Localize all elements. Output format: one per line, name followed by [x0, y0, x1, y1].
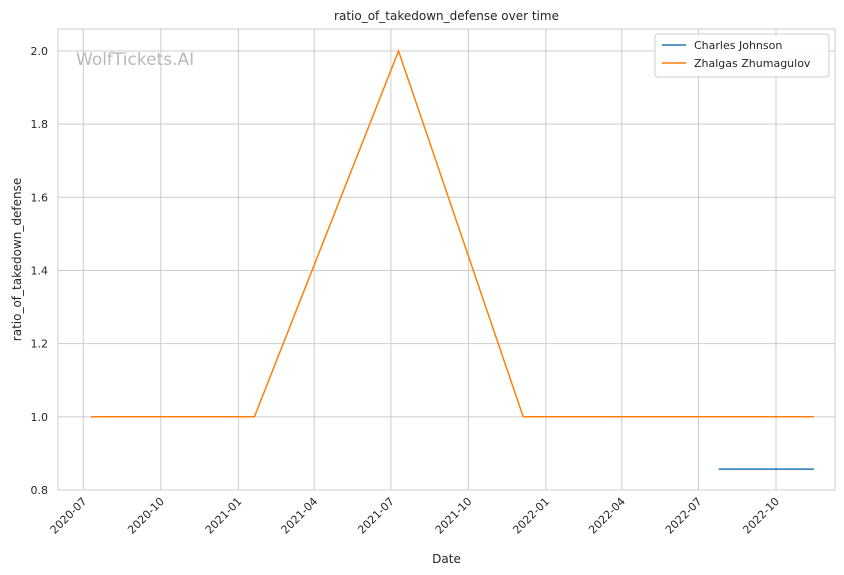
y-tick-label: 1.8: [31, 118, 49, 131]
legend-label-charles-johnson: Charles Johnson: [694, 39, 782, 52]
y-tick-label: 1.6: [31, 191, 49, 204]
y-axis-label: ratio_of_takedown_defense: [10, 178, 24, 341]
series-group: [90, 48, 814, 470]
legend-label-zhalgas-zhumagulov: Zhalgas Zhumagulov: [694, 57, 811, 70]
watermark: WolfTickets.AI: [76, 50, 194, 70]
y-tick-label: 1.2: [31, 338, 49, 351]
y-tick-label: 1.4: [31, 264, 49, 277]
y-tick-label: 1.0: [31, 411, 49, 424]
x-axis-label: Date: [432, 552, 461, 566]
series-line-zhalgas-zhumagulov: [90, 48, 814, 418]
legend-box: [654, 33, 830, 78]
y-tick-label: 2.0: [31, 45, 49, 58]
y-tick-label: 0.8: [31, 484, 49, 497]
plot-frame: [57, 28, 836, 491]
chart-title: ratio_of_takedown_defense over time: [334, 9, 559, 23]
legend: Charles Johnson Zhalgas Zhumagulov: [654, 33, 830, 78]
